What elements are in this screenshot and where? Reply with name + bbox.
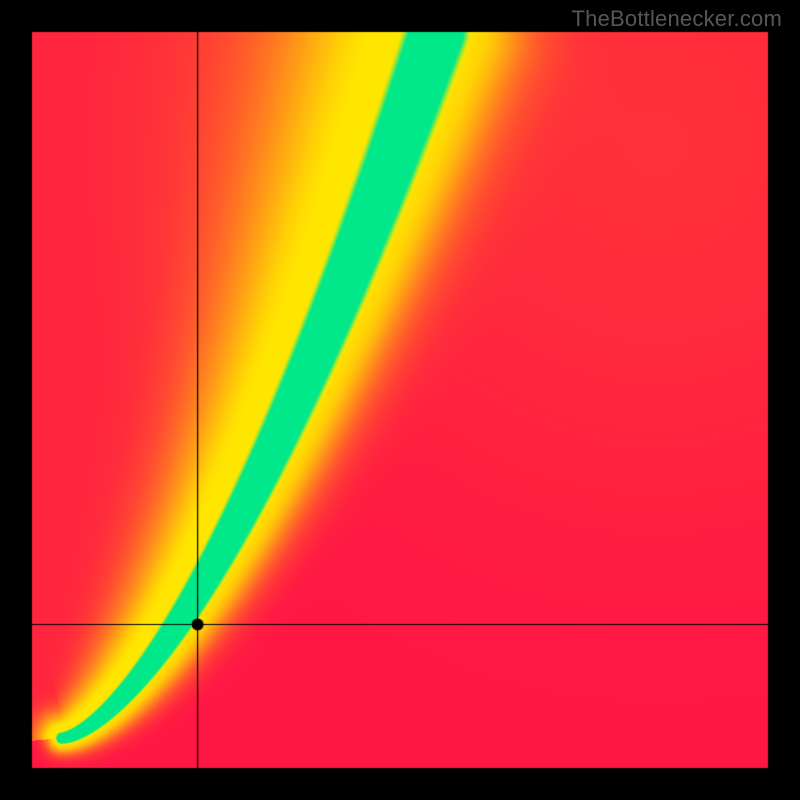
chart-container: TheBottlenecker.com: [0, 0, 800, 800]
bottleneck-heatmap: [0, 0, 800, 800]
watermark-label: TheBottlenecker.com: [572, 6, 782, 32]
